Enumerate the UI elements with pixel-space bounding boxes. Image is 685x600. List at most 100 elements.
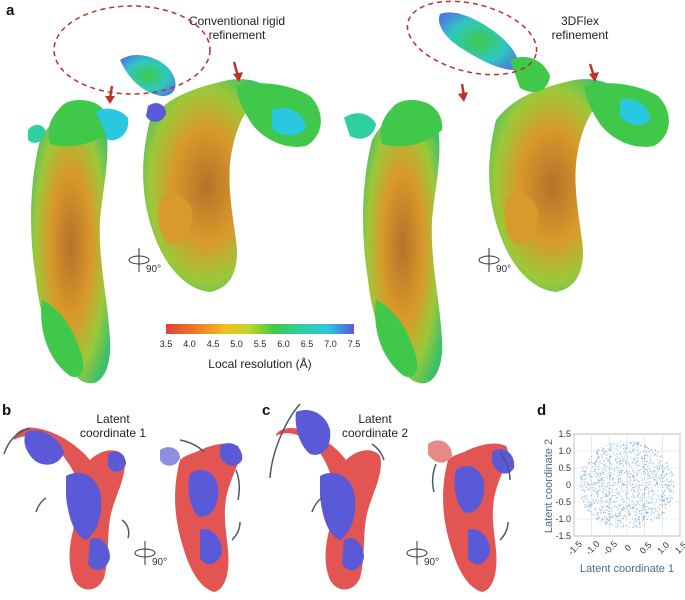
scatter-point	[620, 474, 622, 476]
scatter-point	[610, 463, 612, 465]
scatter-point	[663, 476, 665, 478]
scatter-point	[660, 460, 662, 463]
scatter-point	[640, 488, 642, 490]
scatter-point	[596, 514, 598, 516]
scatter-point	[588, 473, 590, 475]
scatter-x-tick-label: -1.0	[584, 539, 602, 557]
scatter-point	[653, 479, 655, 481]
scatter-point	[608, 460, 610, 462]
scatter-point	[589, 459, 591, 461]
scatter-point	[605, 508, 607, 510]
scatter-point	[660, 494, 662, 496]
scatter-point	[658, 466, 661, 468]
scatter-point	[621, 499, 623, 501]
scatter-point	[631, 526, 634, 529]
scatter-point	[597, 490, 599, 493]
scatter-point	[649, 470, 652, 473]
scatter-point	[659, 468, 661, 470]
scatter-y-label: Latent coordinate 2	[543, 439, 555, 533]
scatter-point	[622, 498, 624, 500]
scatter-point	[595, 508, 597, 510]
scatter-point	[647, 501, 649, 503]
scatter-point	[610, 510, 612, 513]
scatter-point	[621, 509, 623, 511]
scatter-point	[657, 486, 659, 488]
scatter-point	[644, 457, 646, 459]
scatter-point	[596, 482, 599, 484]
scatter-point	[656, 458, 659, 461]
scatter-point	[621, 462, 623, 464]
scatter-point	[632, 495, 634, 497]
scatter-point	[612, 477, 614, 479]
scatter-point	[638, 486, 641, 488]
scatter-point	[581, 497, 583, 499]
scatter-point	[607, 495, 609, 497]
scatter-point	[623, 459, 625, 461]
scatter-point	[671, 475, 673, 477]
scatter-point	[609, 462, 611, 464]
scatter-point	[633, 478, 635, 480]
scatter-point	[608, 459, 610, 461]
scatter-point	[599, 505, 601, 507]
scatter-point	[587, 505, 589, 507]
scatter-point	[646, 500, 648, 502]
scatter-point	[646, 453, 648, 456]
conventional-map-right	[120, 55, 321, 292]
scatter-point	[608, 466, 611, 468]
scatter-point	[673, 490, 675, 493]
scatter-point	[612, 524, 614, 527]
scatter-point	[644, 509, 646, 511]
scatter-point	[586, 481, 588, 483]
scatter-point	[619, 460, 622, 462]
scatter-point	[645, 481, 647, 483]
scatter-point	[587, 483, 589, 485]
scatter-point	[657, 507, 659, 509]
scatter-point	[580, 476, 582, 478]
latent2-map-left	[276, 410, 381, 590]
scatter-point	[663, 511, 665, 513]
scatter-point	[596, 452, 598, 454]
scatter-point	[647, 484, 650, 486]
scatter-point	[639, 496, 641, 498]
scatter-point	[612, 501, 614, 503]
scatter-point	[600, 489, 602, 491]
scatter-point	[594, 461, 596, 463]
scatter-point	[607, 483, 609, 485]
scatter-point	[597, 511, 599, 513]
scatter-point	[643, 515, 645, 517]
scatter-point	[641, 509, 643, 511]
scatter-point	[624, 448, 626, 450]
scatter-point	[629, 522, 631, 524]
scatter-point	[594, 471, 596, 473]
scatter-point	[583, 470, 585, 472]
scatter-point	[650, 486, 652, 488]
scatter-point	[616, 463, 619, 465]
scatter-point	[666, 473, 668, 476]
scatter-point	[655, 473, 658, 475]
scatter-point	[615, 444, 617, 446]
scatter-point	[628, 463, 630, 465]
scatter-point	[584, 470, 586, 472]
red-arrow-a2-head	[233, 72, 243, 82]
scatter-point	[666, 501, 668, 503]
scatter-point	[646, 486, 648, 488]
scatter-point	[599, 489, 601, 491]
scatter-point	[670, 500, 672, 502]
scatter-point	[647, 511, 649, 513]
scatter-point	[647, 475, 649, 477]
scatter-point	[603, 466, 605, 468]
scatter-point	[626, 492, 628, 494]
scatter-point	[638, 454, 640, 456]
scatter-point	[634, 503, 636, 505]
scatter-point	[624, 515, 626, 517]
scatter-point	[623, 501, 625, 503]
scatter-point	[660, 514, 662, 516]
scatter-y-tick-label: -1.0	[555, 514, 571, 524]
scatter-point	[634, 515, 636, 517]
scatter-point	[640, 498, 642, 500]
scatter-point	[647, 488, 649, 490]
scatter-point	[595, 481, 597, 483]
scatter-point	[609, 474, 612, 477]
scatter-point	[600, 486, 603, 488]
scatter-point	[609, 487, 611, 490]
